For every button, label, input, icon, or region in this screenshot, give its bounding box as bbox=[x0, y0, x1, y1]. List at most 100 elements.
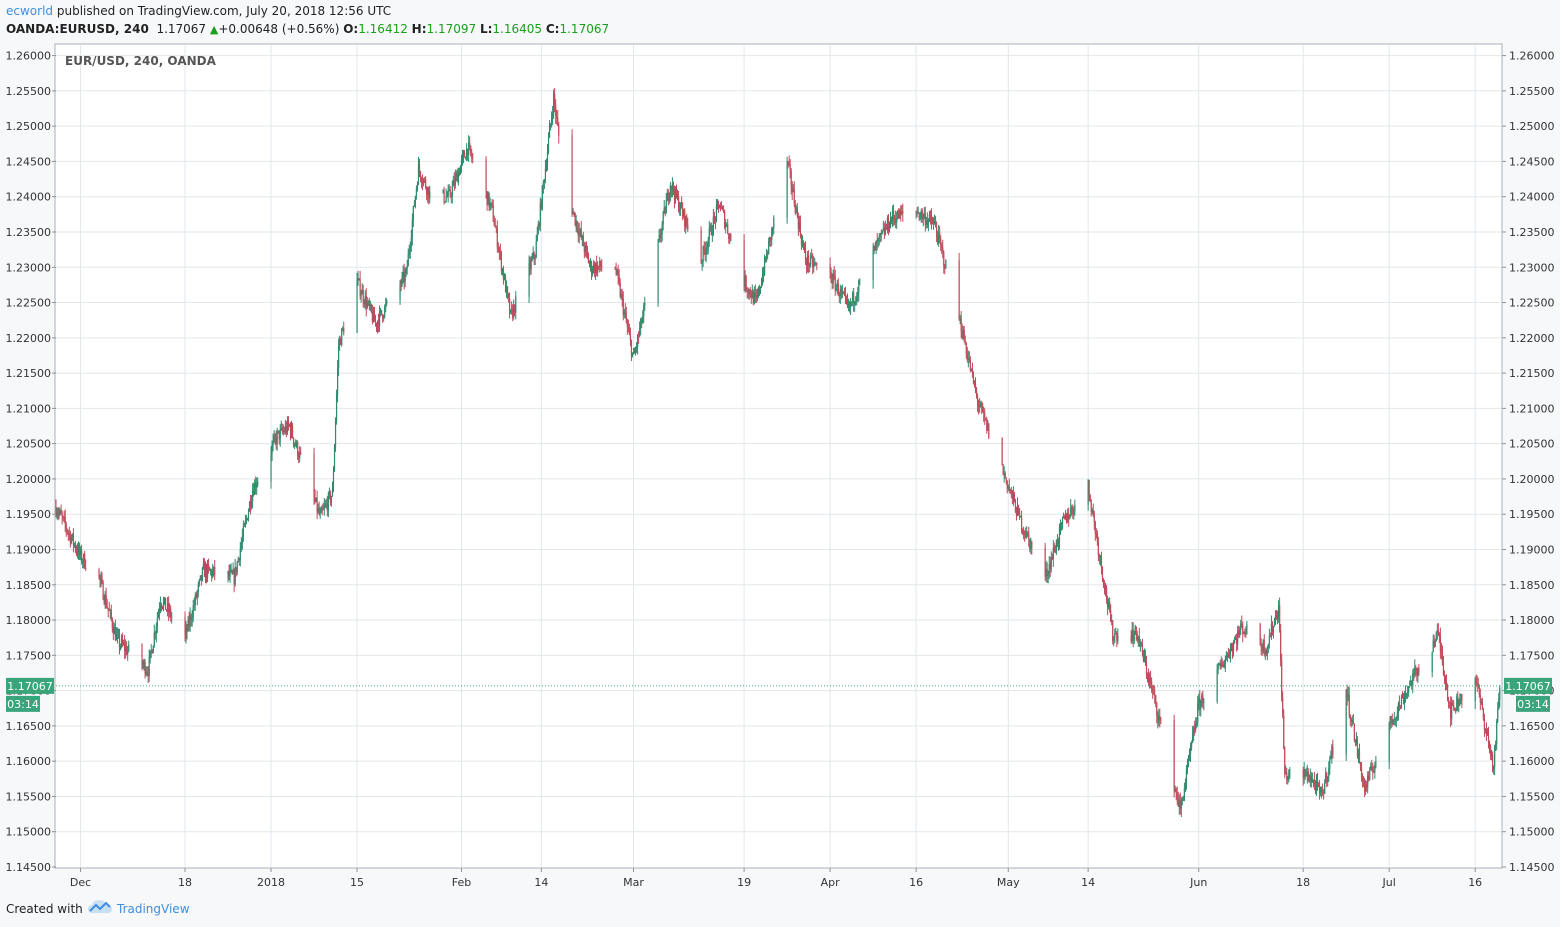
candle bbox=[1458, 698, 1460, 713]
tradingview-brand-link[interactable]: TradingView bbox=[117, 902, 190, 916]
candle-body bbox=[471, 153, 473, 159]
candle bbox=[1089, 494, 1091, 503]
candle bbox=[1445, 674, 1448, 690]
candle-body bbox=[758, 287, 761, 292]
candle-body bbox=[1267, 644, 1269, 647]
candle bbox=[803, 242, 806, 254]
candle-body bbox=[343, 328, 345, 333]
candle-body bbox=[78, 546, 81, 555]
candle-body bbox=[214, 566, 216, 575]
candle-body bbox=[366, 303, 368, 308]
candle-body bbox=[105, 595, 107, 607]
candle bbox=[342, 326, 344, 332]
plot-pane[interactable] bbox=[54, 43, 1503, 869]
candle-body bbox=[58, 512, 60, 514]
candle-body bbox=[900, 210, 902, 214]
candle-body bbox=[494, 225, 496, 228]
candle-body bbox=[341, 328, 343, 345]
candle-body bbox=[1144, 655, 1147, 663]
candle-body bbox=[593, 264, 596, 274]
candle bbox=[1025, 527, 1027, 539]
candle-body bbox=[126, 646, 128, 655]
candle-body bbox=[469, 142, 471, 146]
candle-body bbox=[614, 268, 616, 270]
candle bbox=[714, 216, 717, 230]
candle-body bbox=[417, 163, 420, 185]
candle bbox=[790, 168, 792, 195]
candle bbox=[1368, 771, 1370, 782]
candle-body bbox=[399, 283, 401, 300]
candle-body bbox=[1275, 615, 1278, 619]
candle bbox=[1044, 542, 1046, 581]
candle-body bbox=[1059, 523, 1062, 527]
candle-body bbox=[292, 437, 295, 444]
candle-body bbox=[876, 241, 878, 243]
candle bbox=[278, 430, 280, 445]
candle bbox=[358, 278, 360, 281]
candle-body bbox=[420, 178, 423, 183]
candle-body bbox=[1110, 610, 1112, 622]
candle bbox=[340, 336, 342, 345]
candle bbox=[1474, 676, 1476, 709]
candle bbox=[60, 504, 62, 515]
candle bbox=[987, 419, 989, 432]
candle bbox=[70, 534, 72, 545]
candle-body bbox=[1403, 696, 1406, 704]
candle-body bbox=[171, 616, 173, 618]
candle-body bbox=[1202, 695, 1204, 703]
candle bbox=[429, 185, 431, 204]
candle-body bbox=[275, 437, 277, 445]
candle-body bbox=[1176, 792, 1178, 800]
candle-body bbox=[68, 532, 70, 534]
candle-body bbox=[1453, 704, 1455, 708]
tradingview-cloud-icon[interactable] bbox=[87, 898, 113, 916]
candle bbox=[1031, 540, 1033, 555]
candle bbox=[1265, 648, 1267, 657]
candle-body bbox=[533, 252, 535, 258]
candle bbox=[162, 596, 165, 612]
candle bbox=[661, 220, 663, 242]
candle-body bbox=[199, 575, 201, 580]
candle-body bbox=[667, 192, 669, 201]
candle bbox=[1176, 786, 1178, 805]
candle-body bbox=[381, 310, 383, 315]
candle-body bbox=[1261, 647, 1263, 652]
publisher-username[interactable]: ecworld bbox=[6, 4, 54, 18]
candle bbox=[1273, 617, 1276, 627]
candle bbox=[851, 301, 853, 307]
y-tick-label-right: 1.20500 bbox=[1509, 438, 1555, 451]
y-tick-label-left: 1.26000 bbox=[6, 50, 52, 63]
candle bbox=[187, 616, 189, 632]
chart-area[interactable]: EUR/USD, 240, OANDA 1.26000 1.25500 1.2500… bbox=[0, 42, 1560, 890]
candle-body bbox=[945, 260, 947, 269]
candle-body bbox=[370, 304, 372, 312]
candle bbox=[967, 350, 969, 368]
candle-body bbox=[924, 213, 926, 225]
candle bbox=[1136, 630, 1138, 643]
candle-body bbox=[357, 278, 359, 280]
candle-body bbox=[702, 246, 704, 262]
candle bbox=[628, 323, 631, 336]
candle bbox=[288, 423, 291, 428]
candle-body bbox=[164, 597, 167, 610]
candle-body bbox=[1090, 501, 1092, 513]
candle-body bbox=[1360, 766, 1363, 779]
candle-body bbox=[108, 609, 110, 611]
candle bbox=[1143, 648, 1146, 663]
price-chart[interactable]: EUR/USD, 240, OANDA 1.260001.255001.2500… bbox=[0, 42, 1560, 890]
candle-body bbox=[790, 170, 792, 187]
candle bbox=[577, 222, 579, 243]
candle bbox=[1393, 711, 1395, 726]
candle bbox=[1437, 623, 1439, 637]
candle-body bbox=[1373, 771, 1375, 773]
candle bbox=[106, 598, 108, 609]
candle-body bbox=[1112, 620, 1114, 641]
candle bbox=[313, 447, 315, 506]
countdown-badge-left-bg bbox=[6, 695, 40, 712]
candle bbox=[330, 495, 333, 507]
candle-body bbox=[663, 207, 665, 213]
candle bbox=[579, 227, 581, 238]
candle bbox=[154, 630, 156, 640]
candle bbox=[546, 143, 549, 171]
candle-body bbox=[452, 180, 454, 187]
